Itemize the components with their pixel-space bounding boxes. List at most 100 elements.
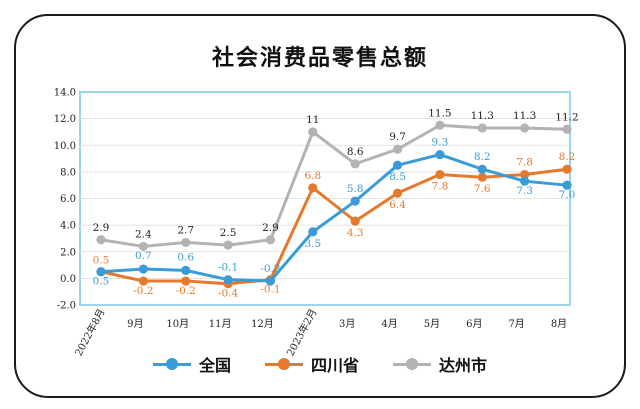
legend-label: 四川省 bbox=[310, 356, 359, 375]
y-tick-label: 8.0 bbox=[60, 167, 76, 178]
data-point bbox=[477, 164, 487, 174]
data-label: 7.3 bbox=[516, 185, 533, 197]
y-tick-label: 14.0 bbox=[54, 88, 76, 99]
legend-item: 四川省 bbox=[264, 352, 359, 376]
data-point bbox=[392, 188, 403, 198]
data-point bbox=[435, 149, 445, 160]
legend-swatch-dot bbox=[277, 358, 290, 370]
x-tick-label: 12月 bbox=[251, 318, 274, 330]
data-point bbox=[138, 241, 148, 252]
data-point bbox=[520, 123, 530, 133]
data-point bbox=[138, 276, 148, 286]
data-point bbox=[350, 196, 360, 206]
data-point bbox=[562, 124, 572, 134]
series-line-sichuan bbox=[100, 167, 568, 286]
data-label: -0.2 bbox=[260, 263, 280, 275]
data-label: 8.5 bbox=[389, 171, 406, 183]
data-point bbox=[181, 237, 191, 248]
y-tick-label: 12.0 bbox=[54, 114, 76, 125]
data-label: 8.6 bbox=[347, 146, 364, 158]
data-label: 11.5 bbox=[428, 107, 451, 119]
data-label: -0.1 bbox=[218, 262, 238, 274]
data-label: 2.9 bbox=[262, 222, 279, 234]
data-label: 0.5 bbox=[93, 276, 110, 288]
data-label: 7.8 bbox=[432, 181, 449, 193]
data-point bbox=[265, 235, 276, 245]
legend-label: 全国 bbox=[198, 356, 231, 375]
chart-title: 社会消费品零售总额 bbox=[211, 46, 428, 71]
data-point bbox=[223, 240, 233, 250]
data-point bbox=[350, 159, 360, 169]
data-label: 3.5 bbox=[304, 238, 321, 250]
data-label: 0.6 bbox=[177, 251, 194, 263]
data-point bbox=[308, 183, 318, 193]
data-label: 2.4 bbox=[135, 228, 152, 240]
series-line-quanguo bbox=[100, 153, 568, 283]
data-point bbox=[435, 120, 445, 130]
x-tick-label: 10月 bbox=[166, 318, 189, 330]
data-label: 11.3 bbox=[471, 110, 494, 122]
data-label: 5.8 bbox=[347, 183, 364, 195]
y-tick-label: 2.0 bbox=[60, 247, 76, 258]
data-point bbox=[392, 144, 403, 154]
data-label: -0.1 bbox=[260, 284, 280, 296]
data-label: 11 bbox=[306, 114, 319, 126]
data-label: 9.7 bbox=[389, 131, 406, 143]
x-tick-label: 3月 bbox=[339, 318, 355, 330]
legend-swatch-dot bbox=[165, 358, 178, 370]
x-tick-label: 5月 bbox=[424, 318, 440, 330]
data-label: 0.5 bbox=[93, 255, 110, 267]
x-tick-label: 6月 bbox=[466, 318, 482, 330]
data-point bbox=[562, 164, 572, 174]
data-point bbox=[392, 160, 403, 170]
data-label: 6.4 bbox=[389, 199, 406, 211]
data-point bbox=[520, 176, 530, 186]
y-tick-label: 6.0 bbox=[60, 194, 76, 205]
data-point bbox=[562, 180, 572, 190]
data-point bbox=[265, 276, 276, 286]
data-point bbox=[435, 169, 445, 180]
data-label: 8.2 bbox=[474, 151, 491, 163]
data-label: 2.5 bbox=[220, 227, 237, 239]
data-label: 7.8 bbox=[516, 157, 533, 169]
data-point bbox=[308, 227, 318, 237]
data-label: 6.8 bbox=[304, 170, 321, 182]
data-label: 4.3 bbox=[347, 227, 364, 239]
data-label: 2.7 bbox=[177, 224, 194, 236]
data-label: 9.3 bbox=[432, 137, 449, 149]
legend-swatch bbox=[152, 358, 191, 370]
y-tick-label: 10.0 bbox=[54, 141, 76, 152]
series-line-dazhou bbox=[100, 123, 568, 248]
legend-item: 全国 bbox=[152, 352, 231, 376]
data-label: 11.2 bbox=[555, 111, 578, 123]
y-tick-label: 0.0 bbox=[60, 274, 76, 285]
data-label: 2.9 bbox=[93, 222, 110, 234]
legend: 全国 四川省 达州市 bbox=[0, 352, 640, 376]
x-tick-label: 2023年2月 bbox=[284, 306, 320, 358]
data-point bbox=[223, 275, 233, 285]
data-point bbox=[477, 172, 487, 182]
x-tick-label: 11月 bbox=[209, 318, 232, 330]
data-label: 7.0 bbox=[559, 189, 576, 201]
y-tick-label: -2.0 bbox=[57, 301, 76, 312]
legend-item: 达州市 bbox=[393, 352, 487, 376]
data-point bbox=[96, 235, 106, 245]
legend-swatch bbox=[264, 358, 303, 370]
data-label: 11.3 bbox=[513, 110, 536, 122]
data-point bbox=[520, 169, 530, 180]
y-tick-label: 4.0 bbox=[60, 221, 76, 232]
data-point bbox=[350, 216, 360, 226]
data-point bbox=[138, 264, 148, 274]
x-tick-label: 7月 bbox=[508, 318, 524, 330]
data-label: -0.4 bbox=[218, 288, 239, 300]
data-label: -0.2 bbox=[133, 285, 153, 297]
data-point bbox=[308, 127, 318, 137]
data-point bbox=[181, 265, 191, 275]
x-tick-label: 2022年8月 bbox=[72, 306, 108, 358]
x-tick-label: 9月 bbox=[127, 318, 143, 330]
data-label: 7.6 bbox=[474, 183, 491, 195]
x-tick-label: 8月 bbox=[551, 318, 567, 330]
legend-label: 达州市 bbox=[439, 356, 488, 375]
data-point bbox=[181, 276, 191, 286]
